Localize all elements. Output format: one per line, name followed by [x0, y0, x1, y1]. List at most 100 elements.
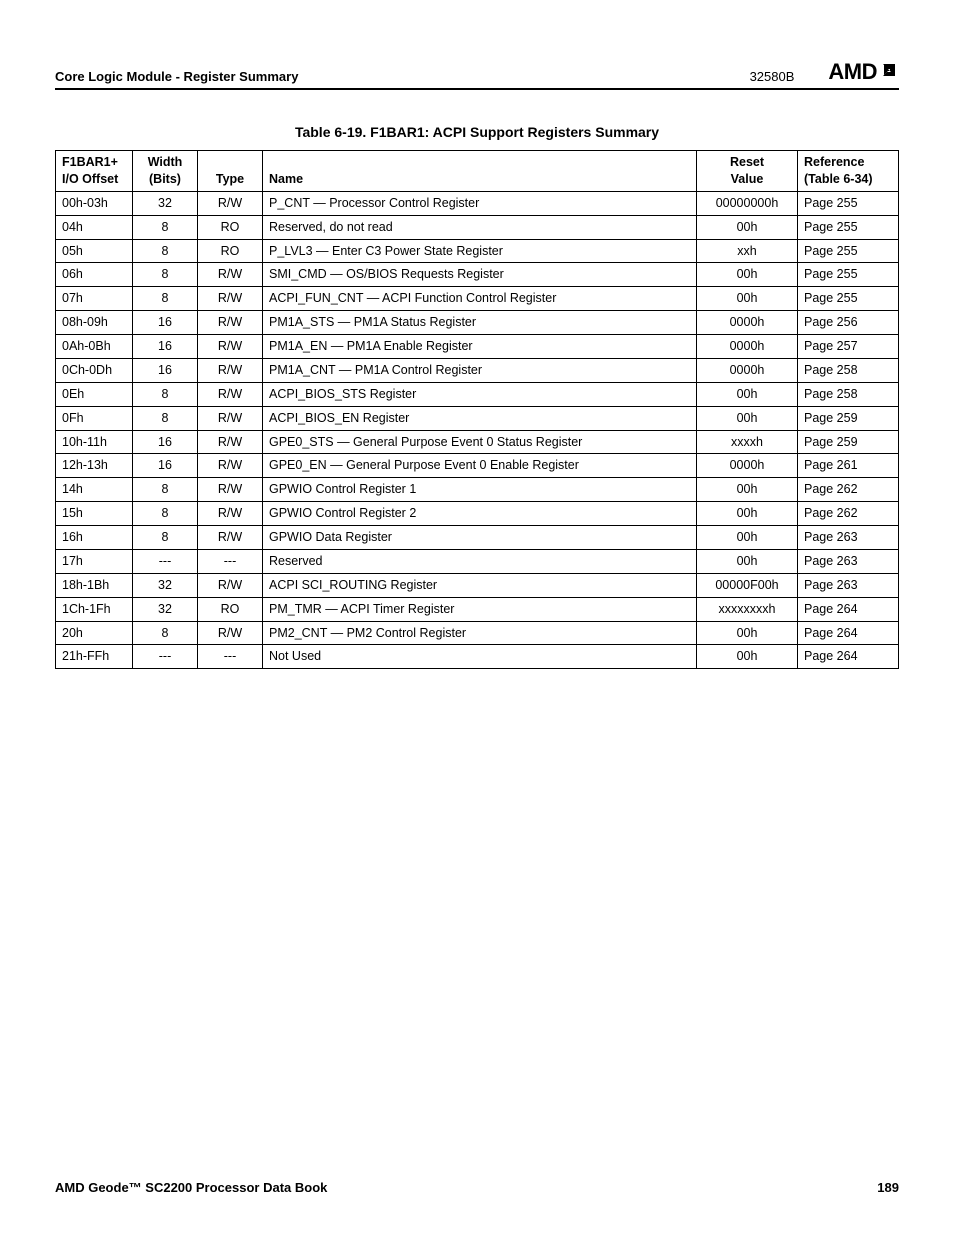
cell-name: GPWIO Control Register 2 [263, 502, 697, 526]
cell-width: 32 [133, 597, 198, 621]
cell-name: ACPI_BIOS_EN Register [263, 406, 697, 430]
cell-name: GPE0_STS — General Purpose Event 0 Statu… [263, 430, 697, 454]
th-width: Width (Bits) [133, 151, 198, 192]
cell-type: R/W [198, 526, 263, 550]
cell-offset: 04h [56, 215, 133, 239]
cell-ref: Page 261 [798, 454, 899, 478]
cell-name: Not Used [263, 645, 697, 669]
cell-width: 16 [133, 454, 198, 478]
cell-ref: Page 262 [798, 478, 899, 502]
cell-name: PM2_CNT — PM2 Control Register [263, 621, 697, 645]
cell-offset: 16h [56, 526, 133, 550]
table-row: 0Fh8R/WACPI_BIOS_EN Register00hPage 259 [56, 406, 899, 430]
cell-ref: Page 264 [798, 645, 899, 669]
table-row: 14h8R/WGPWIO Control Register 100hPage 2… [56, 478, 899, 502]
cell-offset: 10h-11h [56, 430, 133, 454]
cell-name: SMI_CMD — OS/BIOS Requests Register [263, 263, 697, 287]
cell-offset: 12h-13h [56, 454, 133, 478]
cell-name: P_CNT — Processor Control Register [263, 191, 697, 215]
registers-table: F1BAR1+ I/O Offset Width (Bits) Type Nam… [55, 150, 899, 669]
cell-name: ACPI SCI_ROUTING Register [263, 573, 697, 597]
cell-name: Reserved [263, 549, 697, 573]
page-footer: AMD Geode™ SC2200 Processor Data Book 18… [55, 1172, 899, 1195]
table-row: 05h8ROP_LVL3 — Enter C3 Power State Regi… [56, 239, 899, 263]
cell-type: R/W [198, 382, 263, 406]
cell-offset: 15h [56, 502, 133, 526]
cell-width: 8 [133, 382, 198, 406]
cell-reset: xxxxh [697, 430, 798, 454]
doc-number: 32580B [750, 69, 795, 84]
cell-name: PM_TMR — ACPI Timer Register [263, 597, 697, 621]
table-row: 12h-13h16R/WGPE0_EN — General Purpose Ev… [56, 454, 899, 478]
cell-width: 16 [133, 335, 198, 359]
cell-width: 8 [133, 502, 198, 526]
cell-name: PM1A_STS — PM1A Status Register [263, 311, 697, 335]
cell-reset: 00h [697, 549, 798, 573]
cell-type: R/W [198, 358, 263, 382]
cell-type: --- [198, 645, 263, 669]
th-reset: Reset Value [697, 151, 798, 192]
cell-offset: 0Ah-0Bh [56, 335, 133, 359]
cell-type: R/W [198, 335, 263, 359]
cell-width: 16 [133, 358, 198, 382]
cell-ref: Page 259 [798, 406, 899, 430]
cell-offset: 21h-FFh [56, 645, 133, 669]
table-row: 10h-11h16R/WGPE0_STS — General Purpose E… [56, 430, 899, 454]
cell-reset: 00h [697, 382, 798, 406]
cell-offset: 05h [56, 239, 133, 263]
cell-ref: Page 258 [798, 358, 899, 382]
cell-reset: xxxxxxxxh [697, 597, 798, 621]
cell-type: R/W [198, 406, 263, 430]
cell-type: R/W [198, 430, 263, 454]
cell-type: R/W [198, 502, 263, 526]
cell-type: R/W [198, 478, 263, 502]
table-row: 07h8R/WACPI_FUN_CNT — ACPI Function Cont… [56, 287, 899, 311]
cell-reset: 00h [697, 406, 798, 430]
table-row: 17h------Reserved00hPage 263 [56, 549, 899, 573]
cell-ref: Page 257 [798, 335, 899, 359]
table-row: 21h-FFh------Not Used00hPage 264 [56, 645, 899, 669]
cell-width: 8 [133, 239, 198, 263]
cell-offset: 20h [56, 621, 133, 645]
cell-reset: 00h [697, 645, 798, 669]
section-title: Core Logic Module - Register Summary [55, 69, 298, 84]
header-right: 32580B AMD [750, 60, 899, 84]
cell-width: 8 [133, 287, 198, 311]
cell-type: RO [198, 597, 263, 621]
table-header: F1BAR1+ I/O Offset Width (Bits) Type Nam… [56, 151, 899, 192]
cell-width: 8 [133, 478, 198, 502]
cell-type: --- [198, 549, 263, 573]
table-row: 20h8R/WPM2_CNT — PM2 Control Register00h… [56, 621, 899, 645]
table-body: 00h-03h32R/WP_CNT — Processor Control Re… [56, 191, 899, 669]
th-ref: Reference (Table 6-34) [798, 151, 899, 192]
cell-width: 8 [133, 263, 198, 287]
cell-ref: Page 262 [798, 502, 899, 526]
table-row: 16h8R/WGPWIO Data Register00hPage 263 [56, 526, 899, 550]
cell-width: 8 [133, 215, 198, 239]
cell-name: GPWIO Control Register 1 [263, 478, 697, 502]
cell-reset: 0000h [697, 454, 798, 478]
table-row: 18h-1Bh32R/WACPI SCI_ROUTING Register000… [56, 573, 899, 597]
th-name: Name [263, 151, 697, 192]
footer-page-number: 189 [877, 1180, 899, 1195]
cell-width: --- [133, 549, 198, 573]
cell-ref: Page 255 [798, 263, 899, 287]
cell-ref: Page 255 [798, 215, 899, 239]
cell-ref: Page 256 [798, 311, 899, 335]
cell-type: RO [198, 215, 263, 239]
cell-type: R/W [198, 263, 263, 287]
cell-type: RO [198, 239, 263, 263]
th-type: Type [198, 151, 263, 192]
cell-width: 8 [133, 406, 198, 430]
cell-reset: 00000000h [697, 191, 798, 215]
cell-ref: Page 255 [798, 191, 899, 215]
cell-reset: 0000h [697, 335, 798, 359]
table-row: 08h-09h16R/WPM1A_STS — PM1A Status Regis… [56, 311, 899, 335]
footer-book-title: AMD Geode™ SC2200 Processor Data Book [55, 1180, 327, 1195]
amd-logo-arrow-icon [879, 60, 899, 84]
table-row: 15h8R/WGPWIO Control Register 200hPage 2… [56, 502, 899, 526]
cell-name: PM1A_EN — PM1A Enable Register [263, 335, 697, 359]
cell-offset: 06h [56, 263, 133, 287]
cell-width: 16 [133, 430, 198, 454]
cell-offset: 18h-1Bh [56, 573, 133, 597]
